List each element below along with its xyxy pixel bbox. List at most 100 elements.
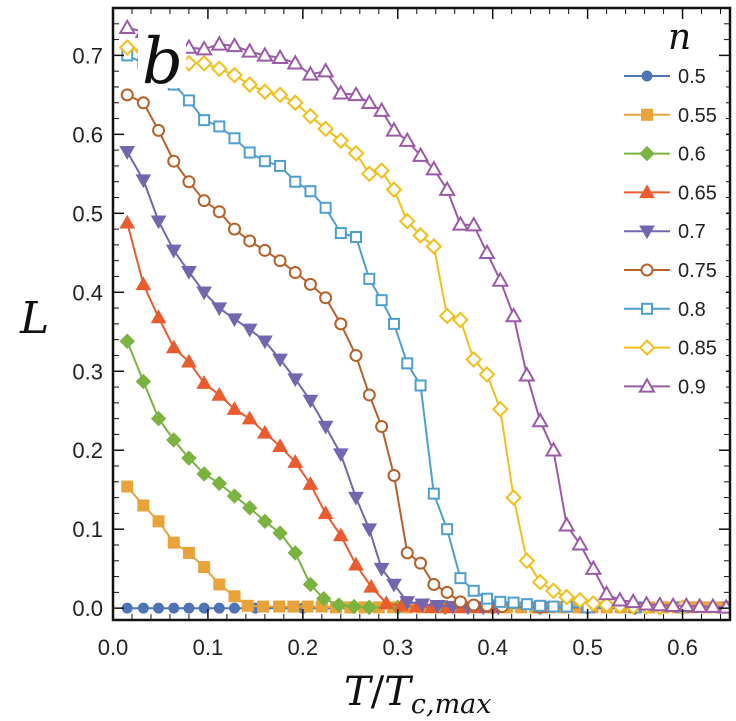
- y-tick-label: 0.6: [72, 122, 103, 147]
- data-point: [387, 468, 401, 482]
- data-point: [467, 598, 481, 612]
- x-tick-label: 0.0: [98, 635, 129, 660]
- data-point: [332, 448, 349, 463]
- panel-label-backdrop: [138, 22, 186, 88]
- legend-marker: [638, 339, 656, 357]
- data-point: [303, 277, 317, 291]
- data-point: [136, 96, 150, 110]
- legend-entry: 0.9: [624, 376, 706, 398]
- data-point: [398, 131, 416, 147]
- data-point: [467, 584, 480, 597]
- data-point: [401, 357, 414, 370]
- data-point: [331, 597, 347, 613]
- data-point: [438, 307, 456, 325]
- data-point: [373, 162, 391, 180]
- legend-marker: [639, 184, 655, 199]
- data-point: [571, 535, 589, 551]
- data-point: [118, 39, 136, 56]
- x-tick-label: 0.1: [193, 635, 224, 660]
- x-tick-label: 0.3: [382, 635, 413, 660]
- panel-label: b: [142, 25, 183, 99]
- data-point: [360, 93, 379, 110]
- data-point: [211, 386, 228, 401]
- data-point: [211, 302, 228, 317]
- data-point: [256, 83, 274, 101]
- data-point: [412, 227, 429, 244]
- data-point: [478, 243, 496, 260]
- data-point: [346, 598, 362, 615]
- data-point: [363, 578, 380, 593]
- data-point: [301, 600, 314, 613]
- legend-label: 0.9: [678, 376, 706, 398]
- data-point: [504, 306, 523, 323]
- data-point: [287, 545, 303, 561]
- data-point: [319, 291, 333, 305]
- x-tick-label: 0.4: [477, 635, 508, 660]
- legend-entry: 0.55: [624, 105, 717, 127]
- data-point: [690, 597, 709, 613]
- legend-label: 0.55: [678, 105, 717, 127]
- data-point: [350, 231, 363, 244]
- data-point: [334, 317, 348, 331]
- data-point: [598, 596, 616, 614]
- data-point: [257, 424, 273, 439]
- legend-marker: [641, 302, 653, 315]
- x-axis-label-subscript: c,max: [411, 689, 492, 720]
- y-tick-label: 0.1: [72, 517, 103, 542]
- data-point: [302, 476, 319, 490]
- data-point: [167, 154, 181, 168]
- legend-entry: 0.8: [624, 299, 706, 321]
- data-point: [547, 600, 560, 613]
- data-point: [534, 599, 547, 612]
- data-point: [507, 596, 520, 609]
- data-point: [301, 65, 320, 81]
- data-point: [637, 595, 656, 611]
- x-axis-label-denominator: T: [384, 669, 414, 715]
- data-point: [212, 205, 226, 219]
- data-point: [347, 144, 365, 162]
- data-point: [135, 276, 152, 291]
- data-point: [451, 215, 470, 231]
- data-point: [182, 94, 195, 107]
- data-point: [228, 222, 242, 236]
- data-point: [137, 602, 149, 614]
- data-point: [213, 578, 226, 591]
- data-point: [372, 101, 391, 117]
- x-axis-label-divider: /: [371, 669, 385, 715]
- data-point: [677, 596, 696, 613]
- data-point: [558, 516, 576, 532]
- data-point: [241, 500, 258, 516]
- data-point: [165, 339, 182, 354]
- legend-entry: 0.85: [624, 338, 717, 360]
- data-point: [386, 578, 402, 593]
- data-point: [257, 335, 273, 350]
- data-point: [168, 602, 180, 614]
- data-point: [378, 595, 395, 610]
- data-point: [258, 243, 272, 257]
- legend-entry: 0.75: [624, 260, 717, 282]
- data-point: [182, 546, 195, 559]
- data-point: [119, 333, 135, 349]
- data-point: [464, 216, 483, 232]
- legend-label: 0.65: [678, 182, 717, 204]
- data-point: [429, 600, 446, 614]
- legend-marker: [638, 377, 656, 393]
- data-point: [611, 591, 629, 607]
- data-point: [243, 234, 257, 248]
- data-point: [332, 527, 349, 542]
- data-point: [152, 123, 166, 137]
- data-point: [286, 94, 304, 112]
- legend-entry: 0.7: [624, 221, 706, 243]
- data-point: [302, 576, 319, 593]
- data-point: [241, 76, 259, 94]
- data-point: [545, 582, 562, 600]
- data-point: [347, 85, 365, 102]
- data-point: [520, 598, 533, 611]
- data-point: [348, 491, 364, 506]
- data-point: [398, 212, 416, 230]
- data-point: [225, 36, 244, 53]
- data-point: [226, 313, 243, 328]
- data-point: [664, 596, 682, 613]
- data-point: [319, 201, 332, 214]
- data-point: [195, 54, 213, 72]
